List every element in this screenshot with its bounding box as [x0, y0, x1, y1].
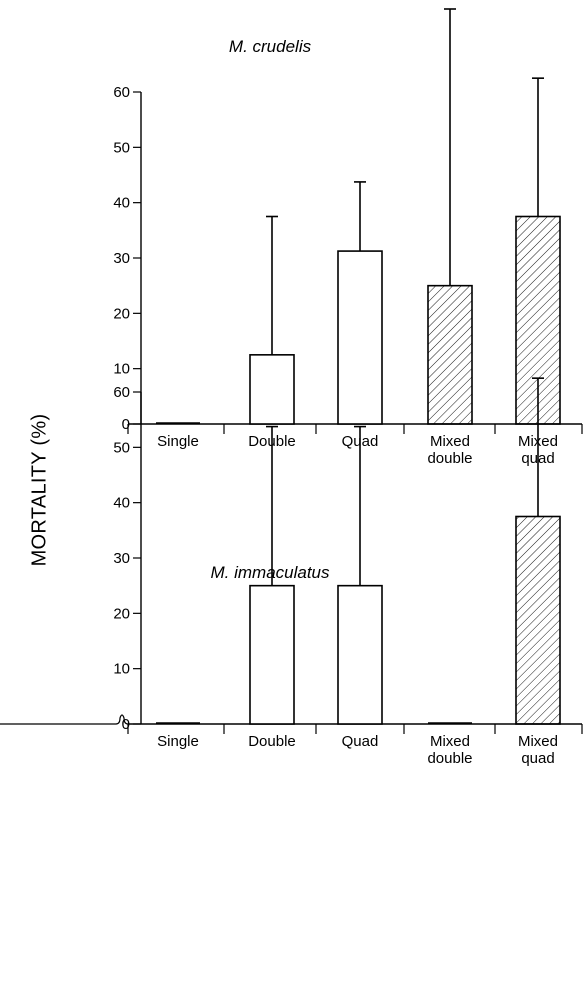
y-tick-label: 10 — [113, 361, 130, 378]
y-tick-label: 10 — [113, 661, 130, 678]
bar — [427, 284, 473, 425]
y-tick-label: 60 — [113, 384, 130, 401]
y-tick-label: 40 — [113, 495, 130, 512]
bar — [515, 515, 561, 725]
y-tick-label: 20 — [113, 305, 130, 322]
y-tick-label: 0 — [122, 416, 130, 433]
chart-title: M. crudelis — [229, 37, 312, 56]
y-tick-label: 20 — [113, 605, 130, 622]
bar — [337, 584, 383, 725]
x-tick-label: Mixed — [430, 433, 470, 450]
y-tick-label: 30 — [113, 250, 130, 267]
y-tick-label: 40 — [113, 195, 130, 212]
panel-m-immaculatus: M. immaculatus 0 10 20 30 40 50 60 Single Double Q… — [0, 377, 583, 767]
y-axis-label: MORTALITY (%) — [28, 413, 51, 567]
chart-title: M. immaculatus — [210, 563, 330, 582]
bar — [337, 250, 383, 425]
y-tick-label: 30 — [113, 550, 130, 567]
y-tick-label: 60 — [113, 84, 130, 101]
x-axis-lead-line — [0, 714, 129, 725]
x-tick-label: Single — [157, 433, 199, 450]
x-tick-label: double — [427, 450, 472, 467]
x-tick-label: quad — [521, 750, 554, 767]
x-tick-label: Double — [248, 733, 296, 750]
y-tick-label: 50 — [113, 139, 130, 156]
x-tick-label: Quad — [342, 733, 379, 750]
x-tick-label: Mixed — [430, 733, 470, 750]
bar — [249, 354, 295, 425]
y-tick-label: 0 — [122, 716, 130, 733]
x-tick-label: Single — [157, 733, 199, 750]
bar — [249, 584, 295, 725]
y-tick-label: 50 — [113, 439, 130, 456]
x-tick-label: double — [427, 750, 472, 767]
x-tick-label: Mixed — [518, 733, 558, 750]
